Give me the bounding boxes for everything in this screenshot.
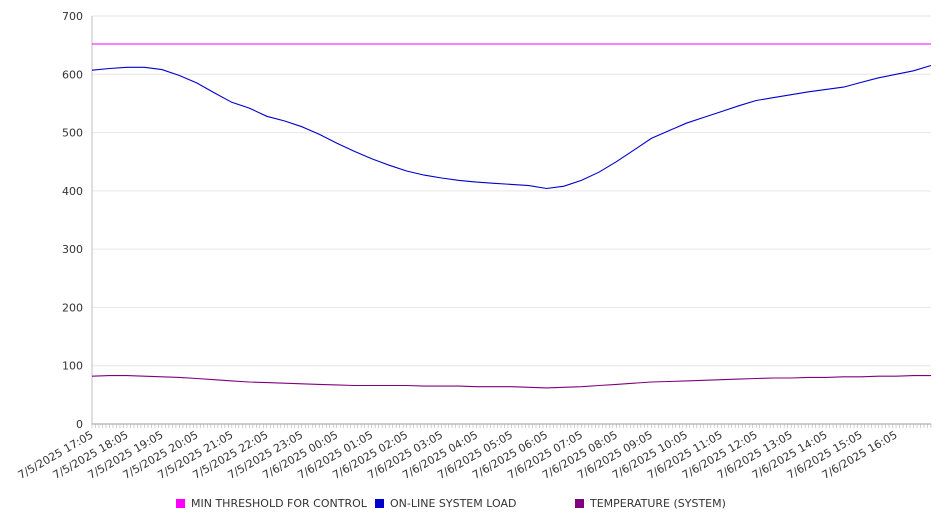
- legend-label-temperature: TEMPERATURE (SYSTEM): [590, 497, 726, 510]
- legend-label-min-threshold: MIN THRESHOLD FOR CONTROL: [191, 497, 367, 510]
- y-tick-label: 300: [62, 243, 83, 256]
- legend-swatch-system-load: [375, 499, 384, 508]
- legend-item-min-threshold: MIN THRESHOLD FOR CONTROL: [176, 497, 367, 510]
- series-line-1: [91, 64, 932, 190]
- x-tick-labels: 7/5/2025 17:057/5/2025 18:057/5/2025 19:…: [16, 428, 900, 482]
- legend-label-system-load: ON-LINE SYSTEM LOAD: [390, 497, 517, 510]
- legend-item-temperature: TEMPERATURE (SYSTEM): [575, 497, 726, 510]
- series-lines: [91, 43, 932, 389]
- legend-swatch-min-threshold: [176, 499, 185, 508]
- y-tick-label: 700: [62, 10, 83, 23]
- legend: MIN THRESHOLD FOR CONTROL ON-LINE SYSTEM…: [0, 497, 946, 515]
- y-tick-label: 0: [76, 418, 83, 431]
- y-tick-label: 400: [62, 185, 83, 198]
- y-tick-label: 600: [62, 68, 83, 81]
- series-line-2: [91, 375, 931, 389]
- legend-swatch-temperature: [575, 499, 584, 508]
- y-tick-label: 200: [62, 301, 83, 314]
- y-tick-labels: 0 100 200 300 400 500 600 700: [62, 10, 83, 431]
- legend-item-system-load: ON-LINE SYSTEM LOAD: [375, 497, 516, 510]
- y-tick-label: 100: [62, 360, 83, 373]
- y-tick-label: 500: [62, 127, 83, 140]
- axes: [91, 16, 932, 428]
- grid-lines: [92, 15, 931, 367]
